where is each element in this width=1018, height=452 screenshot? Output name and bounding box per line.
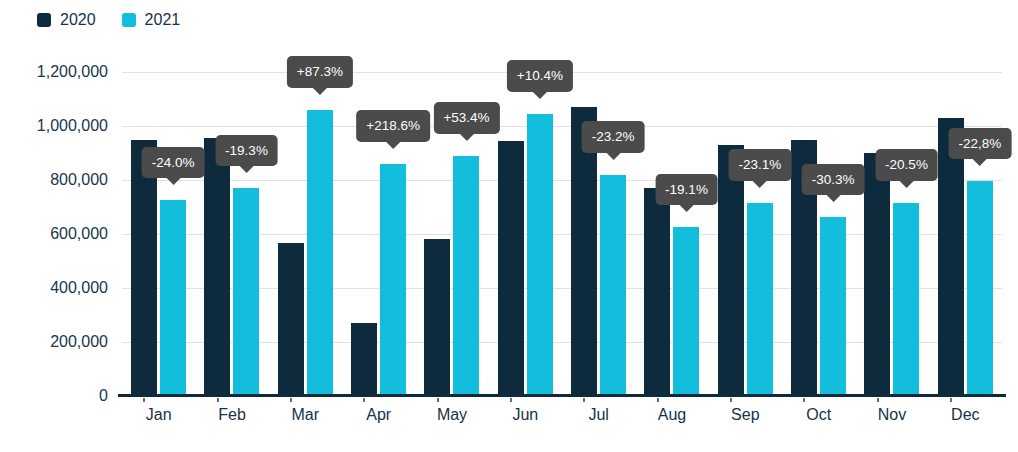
y-axis-tick-label: 1,000,000: [4, 117, 108, 135]
x-axis-label-nov: Nov: [855, 406, 928, 424]
bar-group-feb: [195, 72, 268, 396]
bar-2020-dec[interactable]: [938, 118, 964, 396]
chart-legend: 2020 2021: [37, 12, 180, 28]
x-axis-tick: [730, 398, 732, 402]
change-tooltip-oct: -30.3%: [802, 164, 865, 196]
bar-2021-sep[interactable]: [747, 203, 773, 396]
x-axis-tick: [657, 398, 659, 402]
bar-2021-dec[interactable]: [967, 181, 993, 396]
y-axis-tick-label: 400,000: [4, 279, 108, 297]
x-axis-line: [118, 394, 1006, 397]
bar-2021-mar[interactable]: [307, 110, 333, 396]
change-tooltip-jan: -24.0%: [142, 147, 205, 179]
change-tooltip-mar: +87.3%: [287, 56, 353, 88]
x-axis-label-sep: Sep: [709, 406, 782, 424]
bar-2021-nov[interactable]: [893, 203, 919, 396]
bar-2020-sep[interactable]: [718, 145, 744, 396]
y-axis-tick-label: 200,000: [4, 333, 108, 351]
x-axis-label-oct: Oct: [782, 406, 855, 424]
change-tooltip-apr: +218.6%: [356, 110, 430, 142]
change-tooltip-dec: -22,8%: [948, 128, 1011, 160]
bar-group-aug: [635, 72, 708, 396]
y-axis-tick-label: 0: [4, 387, 108, 405]
plot-area: 0200,000400,000600,000800,0001,000,0001,…: [122, 72, 1002, 396]
y-axis-tick-label: 800,000: [4, 171, 108, 189]
x-axis-label-dec: Dec: [929, 406, 1002, 424]
legend-label-2021: 2021: [145, 12, 181, 28]
bar-2021-apr[interactable]: [380, 164, 406, 396]
legend-swatch-2020-icon: [37, 13, 51, 27]
change-tooltip-nov: -20.5%: [875, 149, 938, 181]
bar-2020-may[interactable]: [424, 239, 450, 396]
change-tooltip-feb: -19.3%: [215, 135, 278, 167]
bar-2021-aug[interactable]: [673, 227, 699, 396]
legend-swatch-2021-icon: [122, 13, 136, 27]
bar-group-nov: [855, 72, 928, 396]
bar-2021-feb[interactable]: [233, 188, 259, 396]
x-axis-label-jul: Jul: [562, 406, 635, 424]
x-axis-tick: [950, 398, 952, 402]
x-axis-tick: [877, 398, 879, 402]
bar-2021-may[interactable]: [453, 156, 479, 396]
change-tooltip-aug: -19.1%: [655, 174, 718, 206]
x-axis-tick: [510, 398, 512, 402]
x-axis-label-mar: Mar: [269, 406, 342, 424]
bar-2020-nov[interactable]: [864, 153, 890, 396]
change-tooltip-jun: +10.4%: [507, 60, 573, 92]
x-axis-label-jan: Jan: [122, 406, 195, 424]
change-tooltip-sep: -23.1%: [728, 149, 791, 181]
bar-chart: 2020 2021 0200,000400,000600,000800,0001…: [0, 0, 1018, 452]
bar-2020-mar[interactable]: [278, 243, 304, 396]
x-axis-tick: [363, 398, 365, 402]
bar-2020-apr[interactable]: [351, 323, 377, 396]
bar-2021-jul[interactable]: [600, 175, 626, 396]
bar-2021-jan[interactable]: [160, 200, 186, 396]
bar-group-oct: [782, 72, 855, 396]
y-axis-tick-label: 1,200,000: [4, 63, 108, 81]
x-axis-tick: [217, 398, 219, 402]
x-axis-tick: [143, 398, 145, 402]
change-tooltip-jul: -23.2%: [582, 121, 645, 153]
x-axis-tick: [803, 398, 805, 402]
x-axis-label-apr: Apr: [342, 406, 415, 424]
bar-group-mar: [269, 72, 342, 396]
bar-group-dec: [929, 72, 1002, 396]
x-axis-tick: [583, 398, 585, 402]
y-axis-tick-label: 600,000: [4, 225, 108, 243]
bar-2020-aug[interactable]: [644, 188, 670, 396]
x-axis-label-may: May: [415, 406, 488, 424]
x-axis-label-aug: Aug: [635, 406, 708, 424]
x-axis-tick: [437, 398, 439, 402]
bar-group-jun: [489, 72, 562, 396]
legend-item-2021[interactable]: 2021: [122, 12, 181, 28]
bar-2020-feb[interactable]: [204, 138, 230, 396]
legend-label-2020: 2020: [60, 12, 96, 28]
bar-2021-oct[interactable]: [820, 217, 846, 396]
x-axis-tick: [290, 398, 292, 402]
change-tooltip-may: +53.4%: [433, 102, 499, 134]
x-axis-label-jun: Jun: [489, 406, 562, 424]
bar-2020-jun[interactable]: [498, 141, 524, 396]
bar-2021-jun[interactable]: [527, 114, 553, 396]
legend-item-2020[interactable]: 2020: [37, 12, 96, 28]
bar-group-sep: [709, 72, 782, 396]
x-axis-label-feb: Feb: [195, 406, 268, 424]
bar-group-jan: [122, 72, 195, 396]
